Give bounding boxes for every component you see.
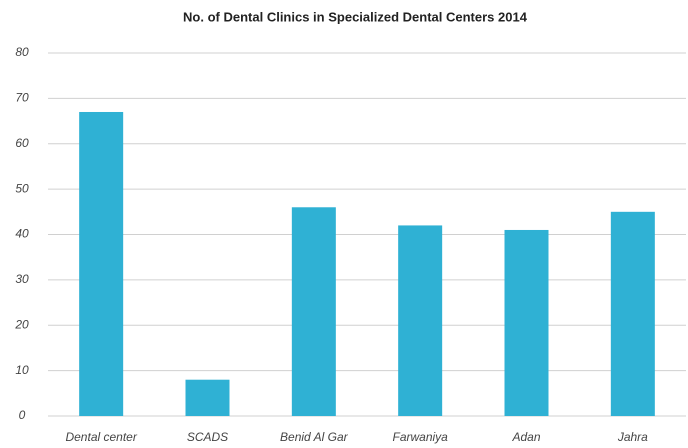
y-tick-label: 30 (15, 272, 29, 286)
y-tick-label: 70 (15, 91, 29, 105)
bar (398, 225, 443, 416)
x-tick-label: Adan (511, 430, 540, 444)
bar (79, 111, 124, 417)
chart-title: No. of Dental Clinics in Specialized Den… (183, 9, 528, 24)
y-tick-label: 0 (19, 408, 26, 422)
bar (504, 229, 549, 416)
y-tick-label: 20 (14, 317, 29, 331)
bar (610, 211, 655, 416)
x-tick-label: Jahra (617, 430, 648, 444)
y-tick-label: 50 (15, 181, 29, 195)
y-tick-label: 60 (15, 136, 29, 150)
x-tick-label: Dental center (65, 430, 137, 444)
y-tick-label: 80 (15, 45, 29, 59)
x-tick-label: Benid Al Gar (280, 430, 349, 444)
x-tick-label: SCADS (187, 430, 228, 444)
bar (185, 379, 230, 416)
x-tick-label: Farwaniya (392, 430, 448, 444)
bar (291, 207, 336, 416)
y-tick-label: 10 (15, 363, 29, 377)
y-tick-label: 40 (15, 227, 29, 241)
